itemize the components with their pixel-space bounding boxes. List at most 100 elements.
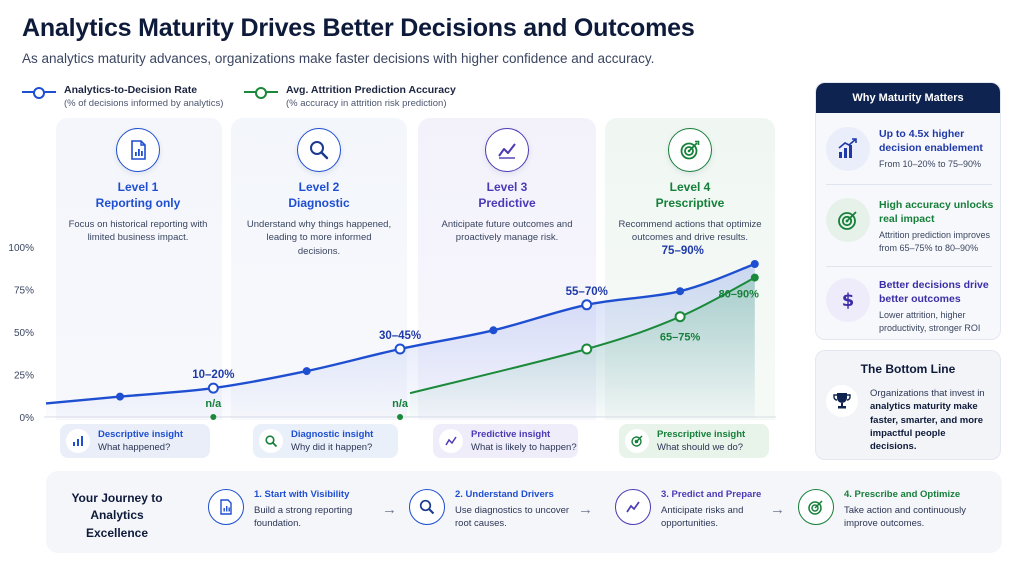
why-title: Up to 4.5x higher decision enablement — [879, 128, 983, 155]
attrition-accuracy-label: n/a — [392, 398, 409, 410]
divider — [826, 266, 992, 267]
magnifier-icon — [259, 429, 283, 453]
growth-chart-icon — [826, 127, 870, 171]
magnifier-icon — [409, 489, 445, 525]
pill-sub: What happened? — [98, 442, 171, 453]
y-tick-label: 75% — [14, 286, 34, 297]
level-type: Prescriptive — [655, 196, 725, 210]
line-chart: 0% 25% 50% 75% 100% 10–20% 30–45% 55–70% 75–90% n… — [8, 243, 776, 424]
level-type: Diagnostic — [288, 196, 350, 210]
report-icon — [116, 128, 160, 172]
target-icon — [625, 429, 649, 453]
y-tick-label: 0% — [20, 413, 35, 424]
level-1-header: Level 1 Reporting only Focus on historic… — [50, 128, 226, 245]
why-desc: Lower attrition, higher productivity, st… — [879, 310, 981, 334]
insight-pill-descriptive: Descriptive insight What happened? — [60, 424, 210, 458]
y-tick-label: 25% — [14, 371, 34, 382]
decision-rate-point — [116, 392, 124, 401]
decision-rate-point — [302, 367, 311, 376]
why-header: Why Maturity Matters — [816, 83, 1000, 113]
attrition-accuracy-area — [410, 277, 755, 417]
step-desc: Build a strong reporting foundation. — [254, 505, 353, 530]
divider — [826, 184, 992, 185]
journey-panel: Your Journey to Analytics Excellence 1. … — [46, 471, 1002, 553]
decision-rate-label: 75–90% — [662, 245, 704, 257]
why-title: Better decisions drive better outcomes — [879, 279, 989, 306]
bottom-line-title: The Bottom Line — [860, 362, 956, 376]
attrition-accuracy-na-point — [397, 414, 404, 420]
attrition-accuracy-point — [750, 273, 759, 282]
why-desc: Attrition prediction improves from 65–75… — [879, 230, 991, 254]
pill-title: Diagnostic insight — [291, 429, 374, 440]
why-desc: From 10–20% to 75–90% — [879, 159, 982, 170]
pill-sub: What should we do? — [657, 442, 744, 453]
target-icon — [798, 489, 834, 525]
pill-title: Prescriptive insight — [657, 429, 746, 440]
bar-chart-icon — [66, 429, 90, 453]
step-title: 2. Understand Drivers — [455, 489, 554, 500]
insight-pill-predictive: Predictive insight What is likely to happ… — [433, 424, 578, 458]
step-desc: Take action and continuously improve out… — [844, 505, 966, 530]
attrition-accuracy-na-point — [210, 414, 217, 420]
decision-rate-label: 30–45% — [379, 330, 421, 342]
step-desc: Anticipate risks and opportunities. — [661, 505, 744, 530]
legend-detail: (% of decisions informed by analytics) — [64, 98, 224, 109]
bottom-line-pre: Organizations that invest in — [870, 388, 985, 399]
why-maturity-panel: Why Maturity Matters Up to 4.5x higher d… — [815, 82, 1001, 340]
level-4-header: Level 4 Prescriptive Recommend actions t… — [602, 128, 778, 245]
why-item-accuracy: High accuracy unlocks real impact Attrit… — [826, 198, 994, 255]
legend-item-decision-rate: Analytics-to-Decision Rate (% of decisio… — [22, 84, 223, 109]
step-desc: Use diagnostics to uncover root causes. — [455, 505, 570, 530]
svg-text:$: $ — [842, 290, 855, 311]
insight-pill-prescriptive: Prescriptive insight What should we do? — [619, 424, 769, 458]
step-title: 1. Start with Visibility — [254, 489, 350, 500]
dollar-icon: $ — [826, 278, 870, 322]
trend-icon — [439, 429, 463, 453]
step-title: 4. Prescribe and Optimize — [844, 489, 961, 500]
journey-title: Your Journey to Analytics Excellence — [71, 491, 163, 540]
level-name: Level 3 — [486, 180, 528, 194]
decision-rate-point — [581, 299, 593, 311]
decision-rate-label: 10–20% — [192, 369, 234, 381]
level-type: Reporting only — [95, 196, 181, 210]
why-item-outcomes: $ Better decisions drive better outcomes… — [826, 278, 994, 335]
attrition-accuracy-line — [409, 276, 756, 395]
page-title: Analytics Maturity Drives Better Decisio… — [22, 14, 695, 42]
y-tick-label: 50% — [14, 328, 34, 339]
decision-rate-point — [676, 287, 685, 296]
pill-title: Predictive insight — [471, 429, 551, 440]
pill-sub: Why did it happen? — [291, 442, 373, 453]
attrition-accuracy-point — [581, 343, 593, 355]
bottom-line-text: Organizations that invest in analytics m… — [870, 387, 994, 453]
level-3-header: Level 3 Predictive Anticipate future out… — [419, 128, 595, 245]
trophy-icon — [826, 385, 858, 417]
decision-rate-point — [207, 382, 219, 394]
why-title: High accuracy unlocks real impact — [879, 199, 994, 226]
decision-rate-point — [750, 260, 759, 268]
level-name: Level 4 — [669, 180, 711, 194]
step-title: 3. Predict and Prepare — [661, 489, 762, 500]
attrition-accuracy-label: 80–90% — [719, 289, 760, 301]
legend-name: Avg. Attrition Prediction Accuracy — [286, 84, 456, 96]
level-desc: Understand why things happened, leading … — [246, 219, 392, 257]
level-desc: Focus on historical reporting with limit… — [68, 219, 208, 244]
journey-step-2: 2. Understand Drivers Use diagnostics to … — [409, 489, 585, 531]
y-tick-label: 100% — [8, 243, 34, 254]
attrition-accuracy-label: n/a — [205, 398, 222, 410]
target-icon — [668, 128, 712, 172]
level-desc: Recommend actions that optimize outcomes… — [618, 219, 762, 244]
journey-step-3: 3. Predict and Prepare Anticipate risks a… — [615, 489, 791, 531]
arrow-right-icon: → — [382, 501, 397, 518]
arrow-right-icon: → — [578, 501, 593, 518]
journey-step-4: 4. Prescribe and Optimize Take action and… — [798, 489, 974, 531]
level-2-header: Level 2 Diagnostic Understand why things… — [231, 128, 407, 258]
level-desc: Anticipate future outcomes and proactive… — [441, 219, 573, 244]
target-icon — [826, 198, 870, 242]
decision-rate-point — [489, 326, 498, 335]
legend-detail: (% accuracy in attrition risk prediction… — [286, 98, 447, 109]
bottom-line-panel: The Bottom Line Organizations that inves… — [815, 350, 1001, 460]
decision-rate-label: 55–70% — [566, 286, 608, 298]
page-subtitle: As analytics maturity advances, organiza… — [22, 51, 655, 66]
decision-rate-point — [394, 343, 406, 355]
journey-step-1: 1. Start with Visibility Build a strong r… — [208, 489, 384, 531]
